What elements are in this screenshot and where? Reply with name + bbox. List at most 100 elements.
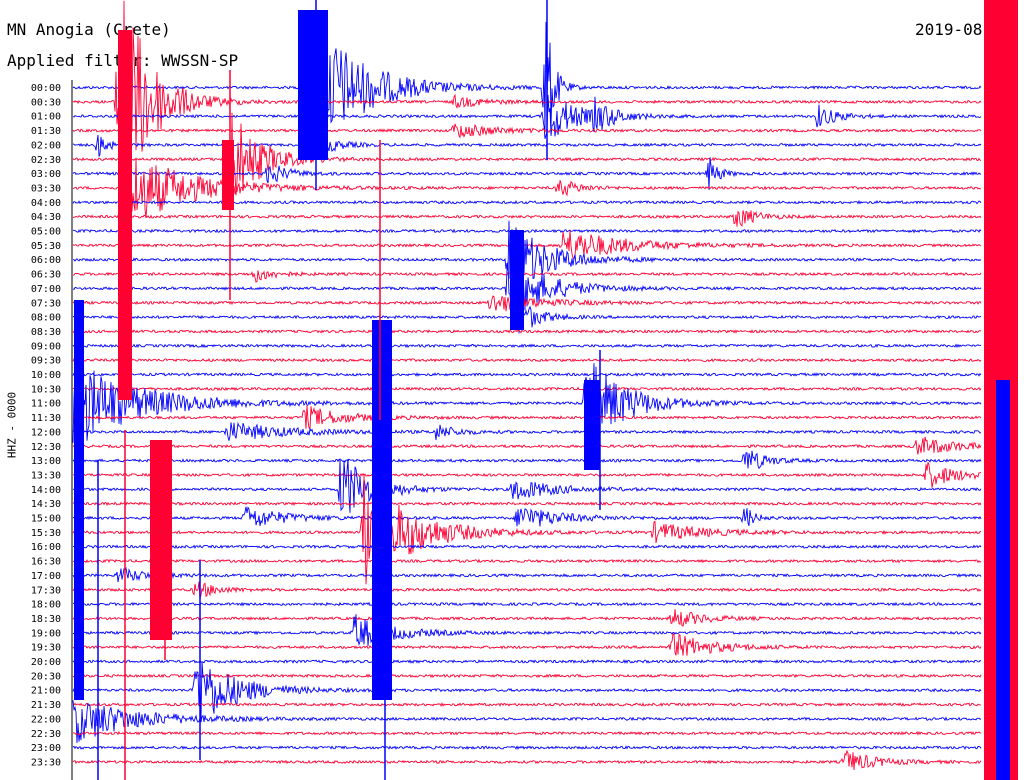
time-tick-label: 12:00	[31, 427, 61, 438]
trace-line	[72, 220, 982, 280]
time-tick-label: 04:30	[31, 212, 61, 223]
time-tick-label: 05:30	[31, 241, 61, 252]
clipped-band	[298, 10, 328, 160]
time-tick-label: 16:00	[31, 542, 61, 553]
time-tick-label: 17:00	[31, 571, 61, 582]
time-tick-label: 07:30	[31, 298, 61, 309]
clipped-band	[996, 380, 1010, 780]
trace-line	[72, 112, 982, 196]
time-tick-label: 03:30	[31, 183, 61, 194]
time-tick-label: 12:30	[31, 442, 61, 453]
clipped-band	[74, 300, 84, 700]
clipped-band	[510, 230, 524, 330]
trace-line	[72, 661, 982, 720]
trace-line	[72, 581, 982, 599]
trace-line	[72, 458, 982, 513]
time-tick-label: 22:30	[31, 729, 61, 740]
time-tick-label: 22:00	[31, 714, 61, 725]
trace-line	[72, 343, 982, 349]
trace-line	[72, 501, 982, 507]
time-tick-label: 18:30	[31, 614, 61, 625]
trace-line	[72, 673, 982, 679]
time-tick-label: 08:30	[31, 327, 61, 338]
spike-group	[74, 0, 1018, 780]
time-tick-label: 15:00	[31, 514, 61, 525]
time-tick-label: 00:30	[31, 97, 61, 108]
trace-group	[72, 0, 982, 771]
trace-line	[72, 436, 982, 455]
trace-line	[72, 614, 982, 647]
time-tick-label: 21:30	[31, 700, 61, 711]
trace-line	[72, 558, 982, 564]
trace-line	[72, 506, 982, 527]
trace-line	[73, 461, 982, 488]
time-tick-label: 11:30	[31, 413, 61, 424]
clipped-band	[584, 380, 600, 470]
time-tick-label: 01:00	[31, 112, 61, 123]
trace-line	[72, 210, 982, 227]
time-tick-label: 10:30	[31, 384, 61, 395]
trace-line	[72, 270, 982, 283]
time-tick-label: 23:00	[31, 743, 61, 754]
time-tick-label: 11:00	[31, 399, 61, 410]
trace-line	[72, 749, 982, 771]
trace-line	[73, 601, 982, 607]
trace-line	[72, 363, 982, 443]
time-tick-label: 09:00	[31, 341, 61, 352]
trace-line	[72, 566, 982, 583]
trace-line	[72, 633, 982, 656]
time-tick-label: 21:00	[31, 686, 61, 697]
trace-line	[72, 405, 982, 430]
time-tick-label: 17:30	[31, 585, 61, 596]
trace-line	[72, 123, 982, 139]
trace-line	[72, 261, 982, 315]
time-tick-label: 20:30	[31, 671, 61, 682]
time-tick-label: 06:30	[31, 270, 61, 281]
trace-line	[72, 329, 982, 334]
trace-line	[72, 474, 982, 585]
time-tick-label: 07:00	[31, 284, 61, 295]
trace-line	[72, 745, 982, 750]
trace-line	[72, 659, 982, 664]
trace-line	[72, 730, 982, 736]
date-label: 2019-08	[915, 20, 983, 39]
tick-labels: 00:00 00:30 01:00 01:30 02:00 02:30 03:00 03:30…	[31, 83, 61, 768]
time-tick-label: 04:00	[31, 198, 61, 209]
time-tick-label: 14:00	[31, 485, 61, 496]
time-tick-label: 14:30	[31, 499, 61, 510]
trace-line	[72, 386, 982, 392]
time-tick-label: 10:00	[31, 370, 61, 381]
trace-line	[72, 421, 982, 441]
trace-line	[72, 609, 982, 627]
time-tick-label: 08:00	[31, 313, 61, 324]
trace-line	[72, 149, 982, 223]
time-tick-label: 03:00	[31, 169, 61, 180]
trace-line	[72, 450, 982, 470]
trace-line	[72, 357, 982, 363]
time-tick-label: 00:00	[31, 83, 61, 94]
trace-line	[72, 300, 982, 334]
clipped-band	[372, 320, 392, 700]
clipped-band	[150, 440, 172, 640]
trace-line	[72, 21, 982, 153]
time-tick-label: 23:30	[31, 757, 61, 768]
time-tick-label: 18:00	[31, 600, 61, 611]
time-tick-label: 13:00	[31, 456, 61, 467]
time-tick-label: 01:30	[31, 126, 61, 137]
trace-line	[72, 130, 982, 159]
trace-line	[72, 199, 982, 205]
trace-line	[73, 702, 982, 707]
trace-line	[72, 0, 982, 182]
trace-line	[72, 228, 982, 234]
time-tick-label: 02:30	[31, 155, 61, 166]
time-tick-label: 19:30	[31, 643, 61, 654]
trace-line	[72, 295, 982, 312]
trace-line	[72, 700, 982, 744]
time-tick-label: 19:00	[31, 628, 61, 639]
time-tick-label: 13:30	[31, 470, 61, 481]
clipped-band	[222, 140, 234, 210]
time-tick-label: 02:00	[31, 140, 61, 151]
time-tick-label: 09:30	[31, 356, 61, 367]
time-tick-label: 16:30	[31, 557, 61, 568]
time-tick-label: 05:00	[31, 227, 61, 238]
